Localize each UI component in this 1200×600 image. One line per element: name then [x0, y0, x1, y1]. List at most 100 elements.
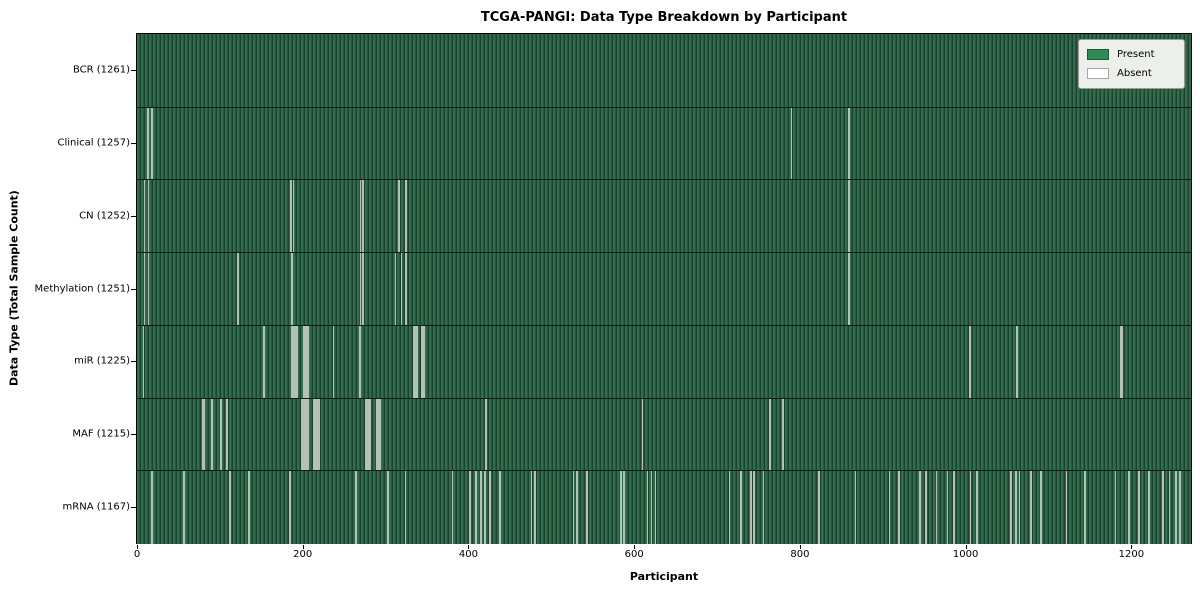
y-tick-mark: [131, 506, 136, 508]
x-axis-label: Participant: [629, 570, 699, 583]
absent-stripe: [1128, 471, 1130, 544]
absent-stripe: [1137, 471, 1140, 544]
absent-stripe: [210, 398, 214, 472]
absent-stripe: [1175, 471, 1177, 544]
absent-stripe: [650, 471, 653, 544]
heatmap-plot-area: [136, 33, 1192, 544]
x-tick-label: 600: [624, 549, 644, 560]
absent-stripe: [237, 253, 239, 326]
absent-stripe: [451, 471, 454, 544]
absent-stripe: [925, 471, 927, 544]
y-tick-mark: [131, 433, 136, 435]
absent-stripe: [576, 471, 578, 544]
absent-stripe: [151, 107, 153, 181]
absent-stripe: [313, 398, 321, 472]
absent-stripe: [1018, 471, 1021, 544]
absent-stripe: [219, 398, 223, 472]
absent-stripe: [623, 471, 625, 544]
absent-stripe: [654, 471, 657, 544]
y-tick-label: miR (1225): [74, 355, 130, 367]
absent-stripe: [586, 471, 588, 544]
absent-stripe: [1084, 471, 1086, 544]
x-tick-mark: [137, 545, 138, 549]
absent-stripe: [1016, 325, 1018, 399]
y-tick-mark: [131, 143, 136, 145]
absent-stripe: [226, 398, 229, 472]
chart-title: TCGA-PANGI: Data Type Breakdown by Parti…: [480, 10, 848, 25]
absent-stripe: [332, 325, 335, 399]
heatmap-row-miR: [137, 324, 1191, 399]
absent-stripe: [354, 471, 357, 544]
x-tick-label: 0: [133, 549, 141, 560]
y-tick-label: BCR (1261): [72, 64, 130, 76]
absent-stripe: [421, 325, 426, 399]
heatmap-row-Clinical: [137, 106, 1191, 181]
absent-stripe: [146, 107, 149, 181]
legend-label-present: Present: [1117, 49, 1155, 60]
absent-stripe: [394, 253, 397, 326]
absent-stripe: [292, 180, 295, 254]
absent-stripe: [1161, 471, 1164, 544]
heatmap-row-mRNA: [137, 470, 1191, 544]
absent-stripe: [359, 325, 361, 399]
absent-stripe: [147, 180, 150, 254]
absent-stripe: [782, 398, 785, 472]
absent-stripe: [1010, 471, 1012, 544]
absent-stripe: [847, 107, 850, 181]
absent-stripe: [142, 325, 145, 399]
absent-stripe: [291, 253, 293, 326]
y-tick-mark: [131, 70, 136, 72]
absent-stripe: [728, 471, 731, 544]
absent-stripe: [147, 253, 150, 326]
absent-stripe: [485, 398, 487, 472]
y-tick-label: CN (1252): [79, 210, 130, 222]
x-tick-mark: [634, 545, 636, 549]
absent-stripe: [301, 398, 310, 472]
heatmap-row-Methylation: [137, 252, 1191, 326]
legend-item-absent: Absent: [1087, 64, 1176, 83]
absent-stripe: [400, 253, 403, 326]
absent-stripe: [790, 107, 793, 181]
absent-stripe: [405, 253, 408, 326]
absent-stripe: [753, 471, 756, 544]
absent-stripe: [1179, 471, 1181, 544]
absent-stripe: [530, 471, 533, 544]
heatmap-row-BCR: [137, 34, 1191, 107]
absent-stripe: [953, 471, 955, 544]
legend-label-absent: Absent: [1117, 68, 1152, 79]
absent-stripe: [533, 471, 536, 544]
absent-stripe: [412, 325, 418, 399]
absent-stripe: [362, 253, 364, 326]
absent-stripe: [362, 180, 364, 254]
y-tick-mark: [131, 215, 136, 217]
y-tick-mark: [131, 361, 136, 363]
absent-stripe: [646, 471, 649, 544]
absent-stripe: [1119, 325, 1124, 399]
x-tick-label: 400: [458, 549, 478, 560]
absent-stripe: [1030, 471, 1032, 544]
x-tick-mark: [1131, 545, 1133, 549]
absent-stripe: [489, 471, 491, 544]
absent-stripe: [1015, 471, 1017, 544]
legend-item-present: Present: [1087, 45, 1176, 64]
absent-stripe: [1040, 471, 1042, 544]
absent-stripe: [847, 180, 850, 254]
x-tick-label: 1200: [1118, 549, 1145, 560]
absent-stripe: [740, 471, 742, 544]
x-tick-mark: [302, 545, 304, 549]
absent-stripe: [405, 180, 408, 254]
absent-stripe: [499, 471, 501, 544]
y-tick-label: Clinical (1257): [57, 137, 131, 149]
absent-stripe: [290, 180, 292, 254]
absent-stripe: [762, 471, 765, 544]
absent-stripe: [480, 471, 482, 544]
absent-stripe: [387, 471, 389, 544]
legend: Present Absent: [1078, 39, 1185, 89]
absent-swatch-icon: [1087, 68, 1109, 79]
absent-stripe: [1147, 471, 1150, 544]
absent-stripe: [201, 398, 205, 472]
y-axis-label: Data Type (Total Sample Count): [7, 190, 21, 387]
absent-stripe: [151, 471, 153, 544]
absent-stripe: [620, 471, 622, 544]
absent-stripe: [248, 471, 250, 544]
